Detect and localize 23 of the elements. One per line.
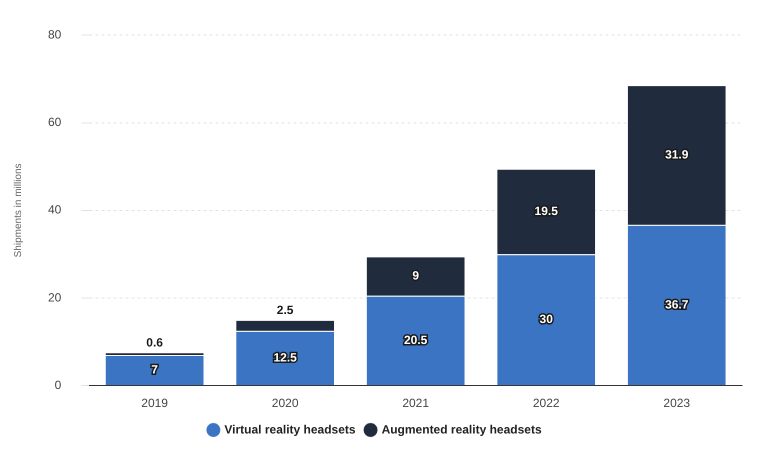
x-tick-label: 2020 (272, 396, 299, 410)
data-label: 36.7 (665, 297, 689, 312)
data-label: 30 (540, 312, 554, 326)
x-tick-label: 2023 (663, 396, 690, 410)
data-label: 2.5 (276, 303, 294, 318)
x-tick-label: 2021 (402, 396, 430, 410)
data-label: 19.5 (534, 204, 558, 218)
y-tick-label: 0 (54, 378, 62, 392)
y-tick-label: 40 (48, 202, 62, 217)
y-axis-title: Shipments in millions (12, 163, 24, 258)
data-label: 31.9 (665, 147, 689, 162)
y-tick-label: 60 (48, 115, 62, 130)
data-label: 0.6 (146, 336, 164, 350)
legend-label: Virtual reality headsets (224, 422, 356, 436)
x-tick-label: 2019 (141, 396, 168, 410)
y-tick-label: 80 (48, 28, 62, 42)
legend-label: Augmented reality headsets (382, 422, 542, 436)
data-label: 20.5 (404, 332, 428, 347)
data-label: 9 (412, 268, 420, 282)
data-label: 7 (151, 362, 158, 376)
data-label: 12.5 (273, 350, 298, 364)
x-tick-label: 2022 (532, 396, 560, 410)
y-tick-label: 20 (48, 290, 62, 304)
